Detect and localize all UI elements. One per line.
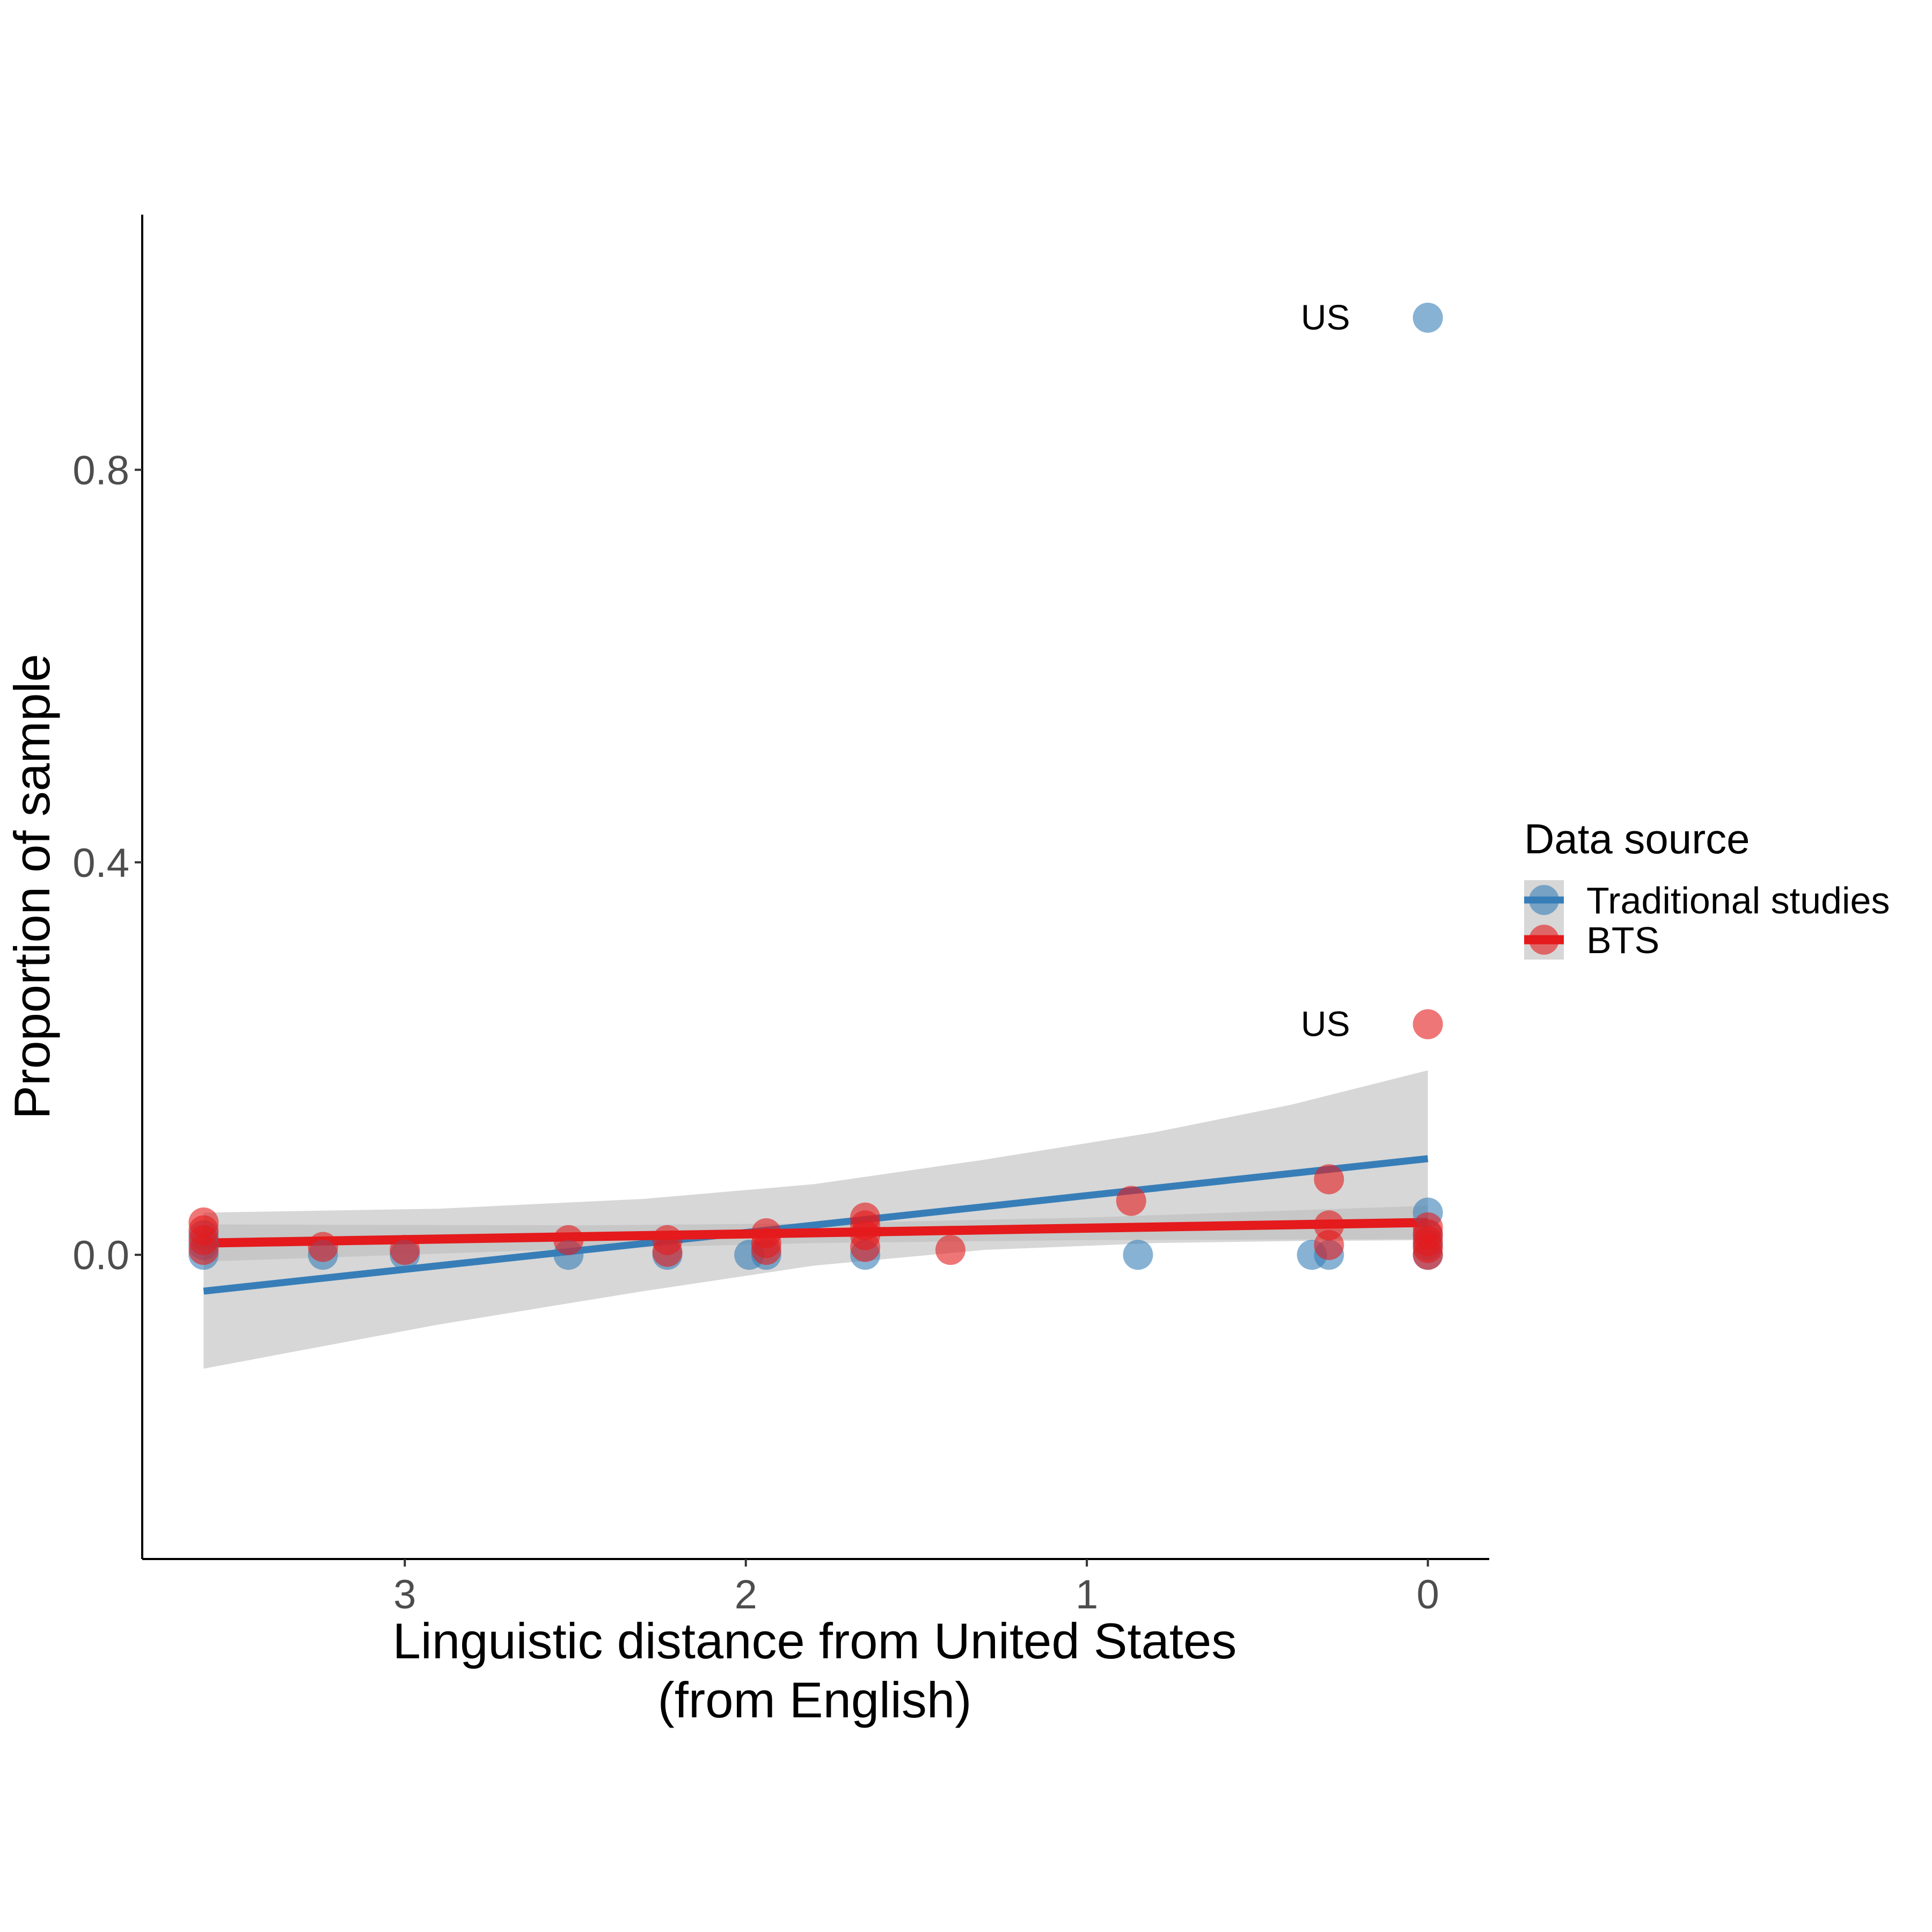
point-annotations: US US — [1301, 297, 1350, 1043]
annotation-us-traditional-studies: US — [1301, 297, 1350, 337]
y-axis-title: Proportion of sample — [4, 654, 60, 1119]
x-tick-label: 0 — [1416, 1572, 1439, 1618]
legend-label-traditional-studies: Traditional studies — [1586, 880, 1890, 921]
point-bts — [1116, 1185, 1146, 1216]
point-bts — [1413, 1212, 1443, 1242]
x-tick-label: 2 — [735, 1572, 757, 1618]
point-bts — [1314, 1210, 1344, 1241]
y-tick-label: 0.0 — [72, 1233, 129, 1278]
point-bts — [850, 1202, 881, 1233]
point-bts — [935, 1235, 965, 1265]
x-axis-title-line-1: Linguistic distance from United States — [393, 1613, 1237, 1669]
legend-key-bts — [1524, 920, 1564, 960]
point-bts — [553, 1225, 584, 1255]
point-bts — [1413, 1009, 1443, 1040]
point-bts — [652, 1225, 683, 1255]
y-tick-label: 0.8 — [72, 448, 129, 493]
y-axis-ticks: 0.0 0.4 0.8 — [72, 448, 142, 1278]
legend-key-traditional-studies — [1524, 880, 1564, 920]
y-tick-label: 0.4 — [72, 840, 129, 886]
point-bts — [188, 1207, 219, 1238]
data-points — [188, 302, 1443, 1270]
point-bts — [1314, 1164, 1344, 1195]
x-tick-label: 3 — [393, 1572, 416, 1618]
legend-label-bts: BTS — [1586, 919, 1659, 961]
point-traditional-studies — [1123, 1240, 1153, 1270]
confidence-band-traditional-studies — [203, 1070, 1428, 1369]
x-axis-ticks: 3 2 1 0 — [393, 1559, 1439, 1618]
axes: 0.0 0.4 0.8 3 2 1 0 — [72, 215, 1489, 1618]
point-bts — [751, 1218, 781, 1248]
point-bts — [390, 1235, 420, 1265]
confidence-bands — [203, 1070, 1428, 1369]
x-axis-title-line-2: (from English) — [657, 1672, 971, 1728]
annotation-us-bts: US — [1301, 1004, 1350, 1043]
legend-title: Data source — [1524, 815, 1750, 862]
point-bts — [308, 1232, 338, 1262]
point-traditional-studies — [1413, 302, 1443, 333]
x-tick-label: 1 — [1075, 1572, 1098, 1618]
